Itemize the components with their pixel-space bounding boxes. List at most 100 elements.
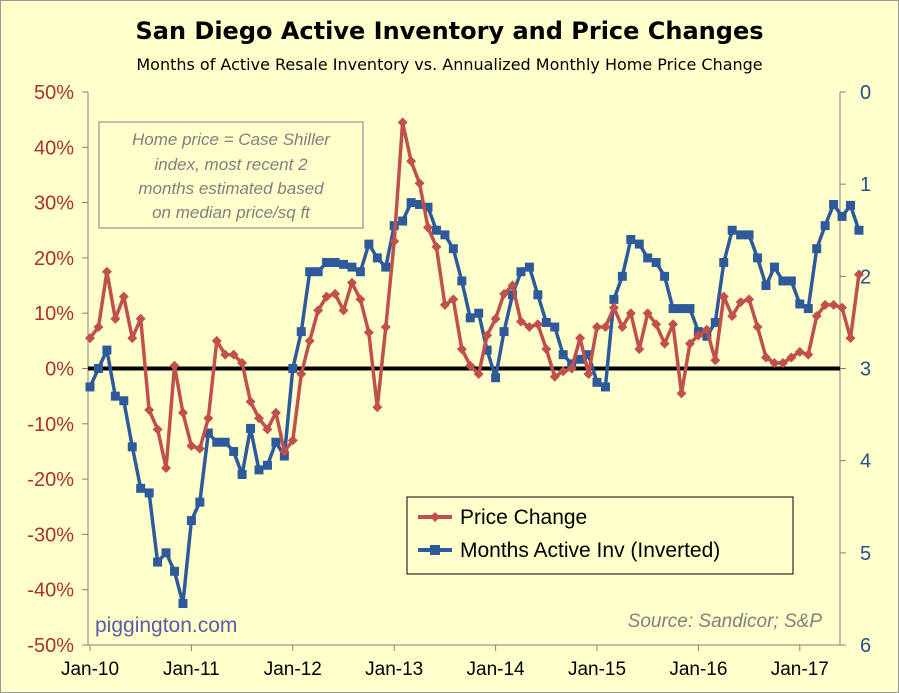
inventory-point: [651, 258, 661, 268]
right-axis-tick-label: 0: [860, 82, 871, 104]
price-change-point: [744, 294, 755, 305]
series-layer: [85, 117, 864, 609]
price-change-point: [515, 316, 526, 327]
price-change-point: [228, 349, 239, 360]
inventory-point: [161, 548, 171, 558]
price-change-point: [279, 446, 290, 457]
inventory-point: [313, 267, 323, 277]
price-change-point: [406, 156, 417, 167]
price-change-point: [693, 330, 704, 341]
annotation-note-line-1: Home price = Case Shiller: [132, 130, 331, 149]
inventory-point: [820, 221, 830, 231]
price-change-point: [634, 344, 645, 355]
inventory-point: [322, 258, 332, 268]
left-axis-tick-label: 40%: [34, 137, 74, 159]
price-change-point: [330, 288, 341, 299]
price-change-point: [220, 349, 231, 360]
inventory-point: [609, 294, 619, 304]
price-change-point: [490, 313, 501, 324]
inventory-point: [457, 276, 467, 286]
inventory-point: [271, 437, 281, 447]
right-axis-tick-label: 5: [860, 543, 871, 565]
price-change-point: [718, 291, 729, 302]
price-change-point: [169, 360, 180, 371]
price-change-point: [473, 369, 484, 380]
price-change-point: [439, 299, 450, 310]
price-change-point: [203, 413, 214, 424]
inventory-point: [364, 239, 374, 249]
inventory-point: [854, 225, 864, 235]
x-axis-tick-label: Jan-12: [264, 659, 322, 680]
right-axis-ticks: 0 1 2 3 4 5 6: [840, 82, 871, 657]
inventory-point: [600, 382, 610, 392]
inventory-point: [153, 557, 163, 567]
price-change-point: [93, 322, 104, 333]
price-change-point: [532, 319, 543, 330]
price-change-point: [380, 322, 391, 333]
price-change-point: [828, 299, 839, 310]
price-change-point: [135, 313, 146, 324]
left-axis-tick-label: 20%: [34, 248, 74, 270]
price-change-point: [608, 302, 619, 313]
inventory-point: [499, 327, 509, 337]
inventory-point: [440, 230, 450, 240]
inventory-point: [829, 199, 839, 209]
legend-price-label: Price Change: [460, 506, 587, 529]
inventory-point: [727, 225, 737, 235]
x-axis-tick-label: Jan-10: [61, 659, 119, 680]
inventory-point: [786, 276, 796, 286]
right-axis-tick-label: 3: [860, 359, 871, 381]
price-change-point: [423, 222, 433, 233]
price-change-point: [372, 402, 383, 413]
inventory-point: [406, 198, 416, 208]
price-change-point: [186, 440, 197, 451]
price-change-point: [600, 322, 611, 333]
legend: Price Change Months Active Inv (Inverted…: [406, 496, 794, 575]
inventory-point: [592, 377, 602, 387]
price-change-point: [448, 294, 459, 305]
inventory-point: [305, 267, 315, 277]
inventory-point: [431, 225, 441, 235]
inventory-point: [254, 465, 264, 475]
price-change-point: [397, 117, 408, 128]
inventory-point: [524, 262, 534, 272]
price-change-point: [575, 333, 586, 344]
inventory-point: [677, 304, 686, 314]
inventory-point: [617, 271, 627, 281]
annotation-note: Home price = Case Shiller index, most re…: [98, 121, 364, 229]
inventory-point: [330, 258, 340, 268]
price-change-point: [566, 363, 577, 374]
inventory-point: [136, 483, 146, 493]
price-change-point: [262, 424, 273, 435]
price-change-point: [304, 335, 315, 346]
inventory-point: [339, 259, 348, 269]
price-change-point: [794, 346, 805, 357]
price-change-point: [363, 327, 374, 338]
inventory-point: [170, 566, 179, 576]
inventory-point: [508, 290, 517, 300]
price-change-point: [245, 396, 256, 407]
inventory-point: [465, 313, 475, 323]
inventory-point: [110, 391, 120, 401]
price-change-point: [592, 322, 602, 333]
x-axis-tick-label: Jan-16: [669, 659, 727, 680]
price-change-point: [270, 407, 281, 418]
price-change-point: [761, 352, 771, 363]
inventory-point: [178, 599, 188, 609]
inventory-point: [541, 317, 551, 327]
price-change-point: [735, 297, 746, 308]
inventory-point: [347, 262, 357, 272]
price-change-point: [237, 357, 248, 368]
inventory-point: [668, 304, 678, 314]
price-change-point: [820, 299, 831, 310]
legend-price-marker: [430, 512, 440, 522]
x-axis-tick-label: Jan-14: [467, 659, 526, 680]
price-change-point: [101, 266, 112, 277]
inventory-point: [423, 202, 433, 212]
price-change-point: [355, 294, 366, 305]
inventory-point: [778, 276, 788, 286]
inventory-point: [212, 437, 222, 447]
inventory-point: [262, 460, 272, 470]
inventory-point: [643, 253, 653, 263]
